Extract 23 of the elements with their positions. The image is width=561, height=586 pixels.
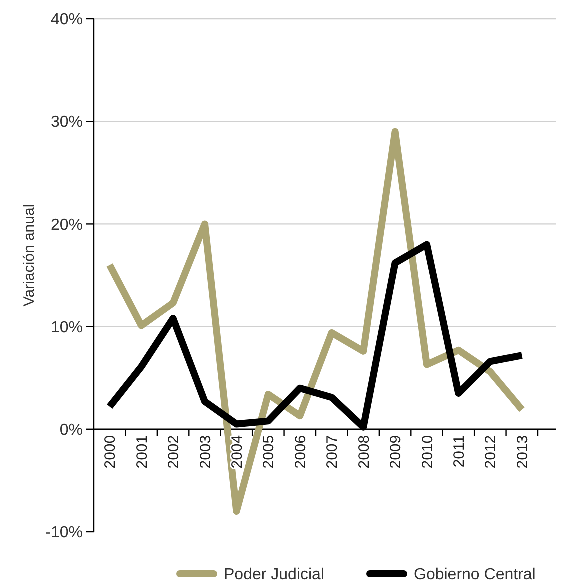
x-tick-label: 2000 xyxy=(102,435,120,469)
y-tick-label: 40% xyxy=(50,12,83,29)
x-tick-label: 2002 xyxy=(166,435,183,469)
x-tick-label: 2004 xyxy=(228,435,246,469)
y-tick-label: 30% xyxy=(50,114,83,132)
x-tick-label: 2008 xyxy=(356,435,373,469)
x-tick-label: 2013 xyxy=(514,435,532,469)
x-tick-label: 2005 xyxy=(260,435,278,469)
y-axis-title: Variación anual xyxy=(21,204,38,307)
x-tick-label: 2003 xyxy=(197,435,214,469)
y-tick-label: 0% xyxy=(60,422,83,439)
x-tick-label: 2001 xyxy=(134,435,151,469)
x-tick-label: 2009 xyxy=(388,435,405,469)
x-tick-label: 2007 xyxy=(324,435,342,469)
x-tick-label: 2011 xyxy=(450,435,468,468)
y-tick-label: 10% xyxy=(50,319,83,336)
y-tick-label: 20% xyxy=(50,216,83,234)
x-tick-label: 2010 xyxy=(419,435,436,469)
legend-label: Gobierno Central xyxy=(414,566,536,584)
x-tick-label: 2006 xyxy=(292,435,310,469)
legend-label: Poder Judicial xyxy=(224,566,324,584)
x-tick-label: 2012 xyxy=(482,435,500,469)
y-tick-label: -10% xyxy=(46,524,83,542)
